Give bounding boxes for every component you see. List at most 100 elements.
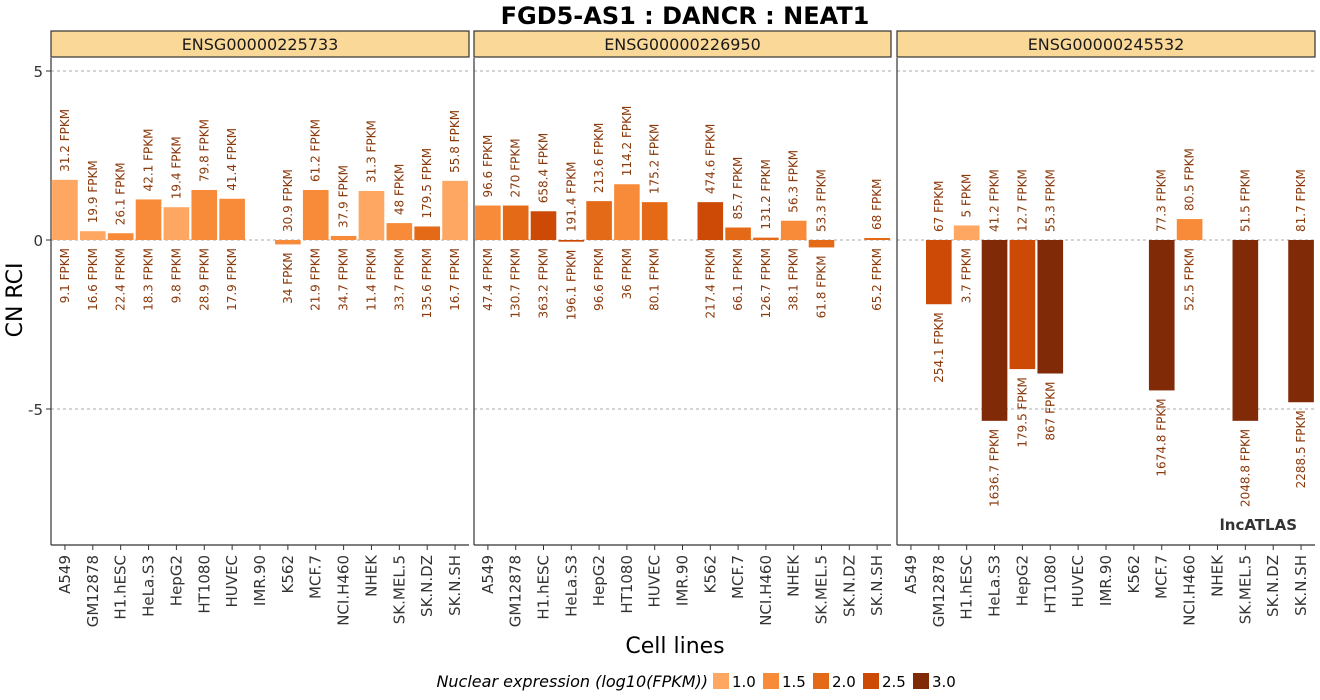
bar-top-label: 56.3 FPKM	[787, 150, 801, 213]
bar	[52, 179, 78, 240]
panel-2: ENSG00000226950 A549 96.6 FPKM 47.4 FPKM GM1…	[473, 30, 892, 627]
bar-bottom-label: 196.1 FPKM	[564, 250, 578, 321]
x-axis-label: Cell lines	[625, 634, 724, 659]
bar	[953, 225, 980, 240]
bar-bottom-label: 66.1 FPKM	[731, 248, 745, 311]
bar	[864, 237, 890, 240]
x-tick-label: HT1080	[618, 555, 636, 614]
bar-bottom-label: 34.7 FPKM	[337, 248, 351, 311]
x-tick-label: SK.N.SH	[446, 555, 464, 616]
legend-swatch	[813, 673, 829, 689]
y-axis-label: CN RCI	[3, 263, 28, 338]
bar	[442, 180, 468, 240]
bar-bottom-label: 96.6 FPKM	[592, 248, 606, 311]
y-tick-label: -5	[28, 401, 43, 419]
legend-swatch	[713, 673, 729, 689]
bar-bottom-label: 33.7 FPKM	[392, 248, 406, 311]
x-tick-label: HUVEC	[223, 555, 241, 607]
bar-top-label: 55.8 FPKM	[448, 110, 462, 173]
bar-top-label: 175.2 FPKM	[648, 124, 662, 195]
bar-top-label: 96.6 FPKM	[481, 135, 495, 198]
bar-bottom-label: 867 FPKM	[1043, 382, 1057, 441]
x-tick-label: SK.N.SH	[1292, 555, 1310, 616]
bar-bottom-label: 80.1 FPKM	[648, 248, 662, 311]
x-tick-label: GM12878	[507, 555, 525, 627]
bar-bottom-label: 135.6 FPKM	[420, 248, 434, 319]
bar-bottom-label: 126.7 FPKM	[759, 248, 773, 319]
bar-top-label: 114.2 FPKM	[620, 106, 634, 177]
bar-bottom-label: 130.7 FPKM	[509, 248, 523, 319]
bar-top-label: 270 FPKM	[509, 138, 523, 197]
bar	[135, 199, 162, 240]
x-tick-label: MCF.7	[1153, 555, 1171, 599]
legend-swatch	[863, 673, 879, 689]
bar-bottom-label: 217.4 FPKM	[703, 248, 717, 319]
x-tick-label: HepG2	[590, 555, 608, 606]
legend-title: Nuclear expression (log10(FPKM))	[436, 672, 708, 691]
x-tick-label: H1.hESC	[535, 555, 553, 620]
bar-top-label: 191.4 FPKM	[564, 161, 578, 232]
bar-top-label: 53.3 FPKM	[815, 169, 829, 232]
bar-bottom-label: 21.9 FPKM	[309, 248, 323, 311]
bar	[614, 184, 640, 240]
legend: Nuclear expression (log10(FPKM)) 1.0 1.5 2…	[436, 672, 955, 691]
panel-strip	[896, 30, 1316, 58]
bar-bottom-label: 36 FPKM	[620, 248, 634, 299]
panel-1: ENSG00000225733 A549 31.2 FPKM 9.1 FPKM GM12…	[50, 30, 470, 627]
bar-bottom-label: 254.1 FPKM	[932, 312, 946, 383]
bar-bottom-label: 2048.8 FPKM	[1238, 429, 1252, 507]
x-tick-label: NCI.H460	[757, 555, 775, 626]
x-tick-label: IMR.90	[674, 555, 692, 606]
bar	[1037, 240, 1064, 374]
bar-top-label: 77.3 FPKM	[1155, 169, 1169, 232]
x-tick-label: HeLa.S3	[140, 555, 158, 617]
bar	[1232, 240, 1259, 421]
legend-item: 2.5	[863, 673, 906, 691]
bar-bottom-label: 11.4 FPKM	[364, 248, 378, 311]
x-tick-label: SK.N.DZ	[840, 555, 858, 617]
bar	[330, 235, 357, 240]
bar	[1288, 240, 1314, 403]
chart-title: FGD5-AS1 : DANCR : NEAT1	[501, 2, 870, 30]
bar	[358, 190, 385, 240]
bar	[808, 240, 835, 248]
bar-top-label: 51.5 FPKM	[1238, 169, 1252, 232]
x-tick-label: GM12878	[930, 555, 948, 627]
bar-bottom-label: 1636.7 FPKM	[988, 429, 1002, 507]
bar	[725, 227, 751, 240]
bar	[79, 231, 106, 240]
bar-top-label: 31.2 FPKM	[58, 109, 72, 172]
bar-top-label: 42.1 FPKM	[142, 129, 156, 192]
panel-strip	[50, 30, 470, 58]
bar-bottom-label: 363.2 FPKM	[537, 248, 551, 319]
bar-top-label: 30.9 FPKM	[281, 169, 295, 232]
x-tick-label: A549	[56, 555, 74, 594]
x-tick-label: HepG2	[167, 555, 185, 606]
x-tick-label: SK.MEL.5	[390, 555, 408, 624]
bar-top-label: 19.9 FPKM	[86, 160, 100, 223]
x-tick-label: NHEK	[1208, 554, 1226, 597]
bar-top-label: 26.1 FPKM	[114, 162, 128, 225]
x-tick-label: SK.N.DZ	[1264, 555, 1282, 617]
bar-bottom-label: 17.9 FPKM	[225, 248, 239, 311]
x-tick-label: IMR.90	[251, 555, 269, 606]
legend-item: 2.0	[813, 673, 856, 691]
bar	[219, 198, 245, 240]
bar-top-label: 81.7 FPKM	[1294, 169, 1308, 232]
panels: ENSG00000225733 A549 31.2 FPKM 9.1 FPKM GM12…	[50, 30, 1316, 627]
bar-bottom-label: 9.8 FPKM	[169, 248, 183, 303]
x-tick-label: MCF.7	[729, 555, 747, 599]
bar-bottom-label: 16.6 FPKM	[86, 248, 100, 311]
x-tick-label: IMR.90	[1097, 555, 1115, 606]
bar-bottom-label: 47.4 FPKM	[481, 248, 495, 311]
x-tick-label: A549	[902, 555, 920, 594]
bar	[502, 205, 529, 240]
bar-top-label: 41.4 FPKM	[225, 128, 239, 191]
bar-top-label: 41.2 FPKM	[988, 169, 1002, 232]
x-tick-label: SK.MEL.5	[1236, 555, 1254, 624]
bar	[275, 240, 301, 245]
x-tick-label: K562	[701, 555, 719, 593]
bar-top-label: 61.2 FPKM	[309, 119, 323, 182]
y-tick-label: 5	[33, 63, 43, 81]
bar-top-label: 213.6 FPKM	[592, 123, 606, 194]
